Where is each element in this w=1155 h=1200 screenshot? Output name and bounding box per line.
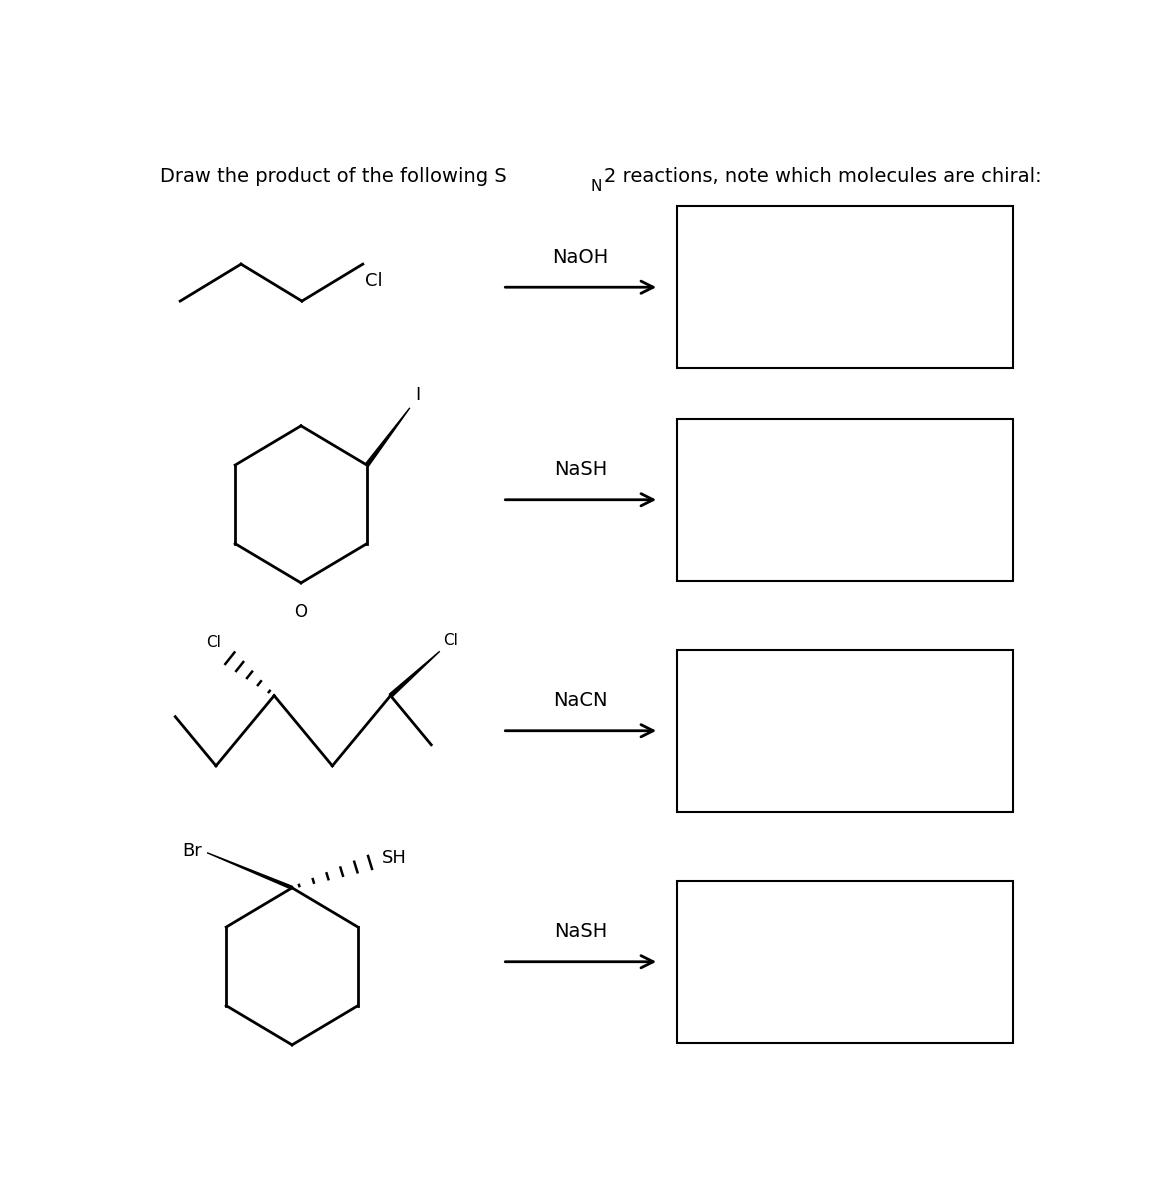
Text: Cl: Cl: [207, 635, 222, 650]
Text: NaOH: NaOH: [552, 248, 609, 266]
Text: NaSH: NaSH: [554, 461, 608, 480]
Text: NaSH: NaSH: [554, 923, 608, 942]
Bar: [677, 419, 1013, 581]
Text: Draw the product of the following S: Draw the product of the following S: [161, 167, 507, 186]
Text: O: O: [295, 604, 307, 622]
Bar: [677, 881, 1013, 1043]
Text: NaCN: NaCN: [553, 691, 608, 710]
Text: N: N: [590, 179, 602, 194]
Bar: [677, 206, 1013, 368]
Text: SH: SH: [381, 850, 407, 868]
Bar: [677, 650, 1013, 811]
Text: Cl: Cl: [365, 271, 383, 289]
Text: I: I: [416, 386, 420, 404]
Polygon shape: [207, 853, 292, 889]
Text: 2 reactions, note which molecules are chiral:: 2 reactions, note which molecules are ch…: [604, 167, 1041, 186]
Text: Cl: Cl: [444, 632, 459, 648]
Polygon shape: [389, 652, 440, 697]
Polygon shape: [365, 408, 410, 467]
Text: Br: Br: [182, 842, 202, 860]
